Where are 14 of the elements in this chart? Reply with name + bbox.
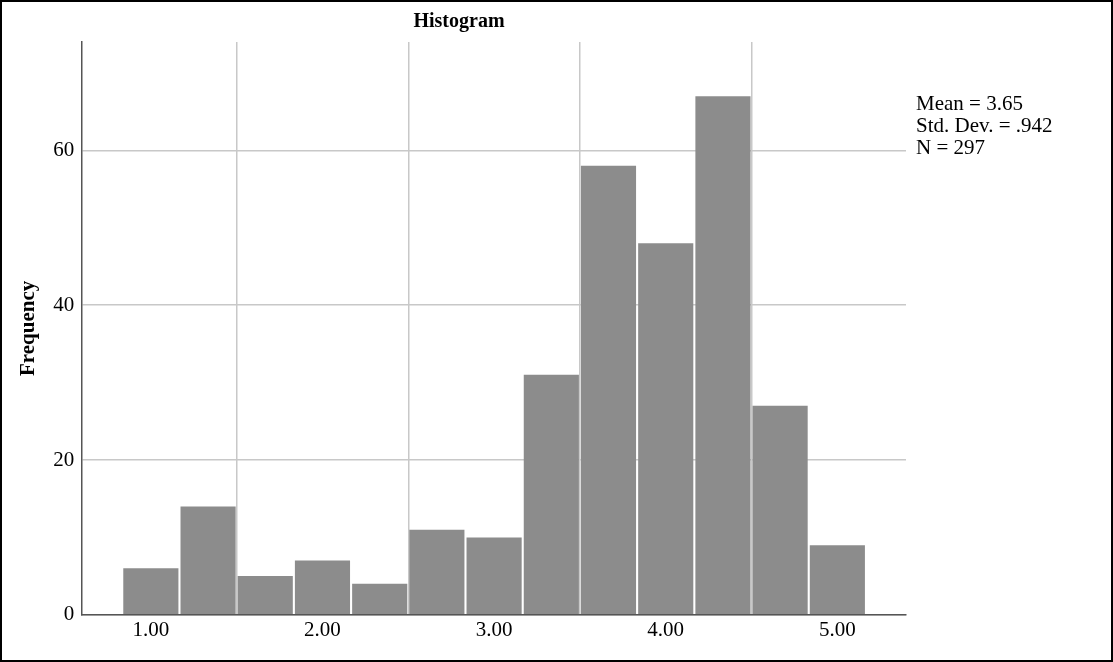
text: Mean = 3.65 [916, 90, 1023, 115]
y-tick-label: 40 [53, 291, 75, 316]
text: N = 297 [916, 134, 986, 159]
text: Std. Dev. = .942 [916, 112, 1053, 137]
y-tick-label: 0 [63, 601, 75, 626]
y-tick-label: 60 [53, 136, 75, 161]
y-axis-title: Frequency [15, 280, 40, 377]
x-tick-label: 2.00 [304, 616, 341, 641]
chart-title: Histogram [413, 9, 505, 33]
x-tick-label: 4.00 [647, 616, 685, 641]
y-tick-label: 20 [53, 446, 75, 471]
x-tick-label: 5.00 [818, 616, 856, 641]
x-tick-label: 3.00 [475, 616, 513, 641]
x-tick-label: 1.00 [132, 616, 170, 641]
